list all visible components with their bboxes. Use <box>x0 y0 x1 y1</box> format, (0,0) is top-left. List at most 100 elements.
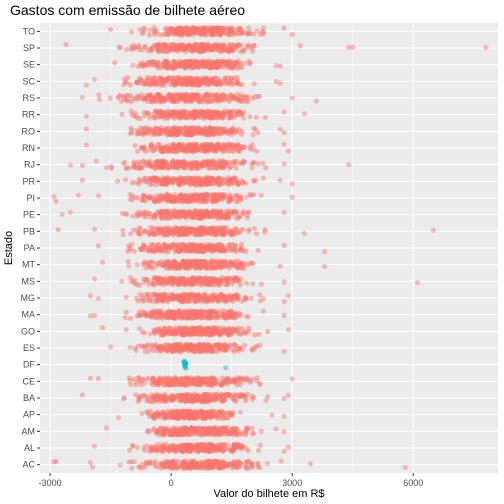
data-point <box>169 327 175 333</box>
data-point <box>249 425 255 432</box>
data-point <box>179 197 185 203</box>
data-point <box>152 447 158 453</box>
data-point <box>164 460 170 466</box>
data-point <box>147 459 153 465</box>
data-point <box>188 465 194 471</box>
data-point <box>224 213 230 219</box>
data-point <box>239 443 246 450</box>
data-point <box>201 443 207 449</box>
outlier-point <box>281 312 287 318</box>
data-point <box>165 446 171 452</box>
data-point <box>211 460 217 466</box>
data-point <box>203 448 209 455</box>
data-point <box>170 460 176 466</box>
data-point <box>141 178 147 184</box>
data-point <box>192 299 198 305</box>
data-point <box>121 396 127 402</box>
data-point <box>187 391 193 397</box>
data-point <box>220 176 227 182</box>
data-point <box>225 461 231 468</box>
data-point <box>172 461 178 467</box>
outlier-point <box>269 412 275 418</box>
data-point <box>238 375 244 381</box>
data-point <box>157 444 163 450</box>
data-point <box>220 460 226 466</box>
data-point <box>161 382 167 388</box>
data-point <box>197 446 203 452</box>
data-point <box>209 442 215 448</box>
data-point <box>182 458 188 464</box>
data-point <box>265 328 271 334</box>
data-point <box>240 226 246 232</box>
data-point <box>221 445 228 451</box>
data-point <box>221 442 227 448</box>
data-point <box>136 464 142 470</box>
data-point <box>264 460 270 466</box>
data-point <box>198 446 204 452</box>
data-point <box>187 461 193 467</box>
data-point <box>207 448 213 454</box>
data-point <box>200 447 206 453</box>
data-point <box>155 328 161 335</box>
data-point <box>222 294 228 300</box>
data-point <box>173 459 179 465</box>
data-point <box>212 445 218 451</box>
data-point <box>160 441 166 447</box>
data-point <box>234 441 240 447</box>
data-point <box>176 294 182 300</box>
data-point <box>153 165 159 171</box>
data-point <box>166 448 172 454</box>
data-point <box>180 448 186 454</box>
data-point <box>243 445 249 451</box>
data-point <box>224 463 230 469</box>
data-point <box>136 464 142 470</box>
outlier-point <box>307 461 313 467</box>
data-point <box>197 459 203 465</box>
data-point <box>199 443 205 449</box>
data-point <box>185 448 191 454</box>
data-point <box>215 458 221 465</box>
data-point <box>181 260 187 266</box>
data-point <box>123 327 129 333</box>
data-point <box>160 448 166 455</box>
data-point <box>151 460 157 466</box>
data-point <box>150 291 156 297</box>
data-point <box>168 178 174 184</box>
data-point <box>165 460 172 466</box>
data-point <box>170 443 176 449</box>
data-point <box>213 446 219 452</box>
data-point <box>155 441 161 448</box>
data-point <box>184 442 191 448</box>
data-point <box>178 464 184 470</box>
data-point <box>124 211 130 217</box>
data-point <box>165 446 171 452</box>
data-point <box>168 462 174 468</box>
data-point <box>146 413 153 419</box>
data-point <box>170 461 176 467</box>
outlier-point <box>53 198 59 204</box>
data-point <box>205 464 211 470</box>
data-point <box>186 444 192 450</box>
data-point <box>126 375 132 381</box>
data-point <box>238 443 244 449</box>
data-point <box>182 398 189 404</box>
data-point <box>162 398 168 404</box>
data-point <box>204 315 210 321</box>
data-point <box>200 431 206 437</box>
data-point <box>199 179 205 185</box>
data-point <box>226 195 232 201</box>
data-point <box>197 465 203 471</box>
data-point <box>180 442 186 448</box>
outlier-point <box>277 177 283 183</box>
data-point <box>178 447 184 453</box>
outlier-point <box>281 209 287 216</box>
data-point <box>215 461 221 467</box>
data-point <box>139 377 145 383</box>
outlier-point <box>301 230 307 236</box>
outlier-point <box>59 211 65 217</box>
data-point <box>231 444 238 450</box>
outlier-point <box>289 181 295 187</box>
data-point <box>174 446 180 452</box>
data-point <box>195 341 201 347</box>
data-point <box>153 459 159 465</box>
